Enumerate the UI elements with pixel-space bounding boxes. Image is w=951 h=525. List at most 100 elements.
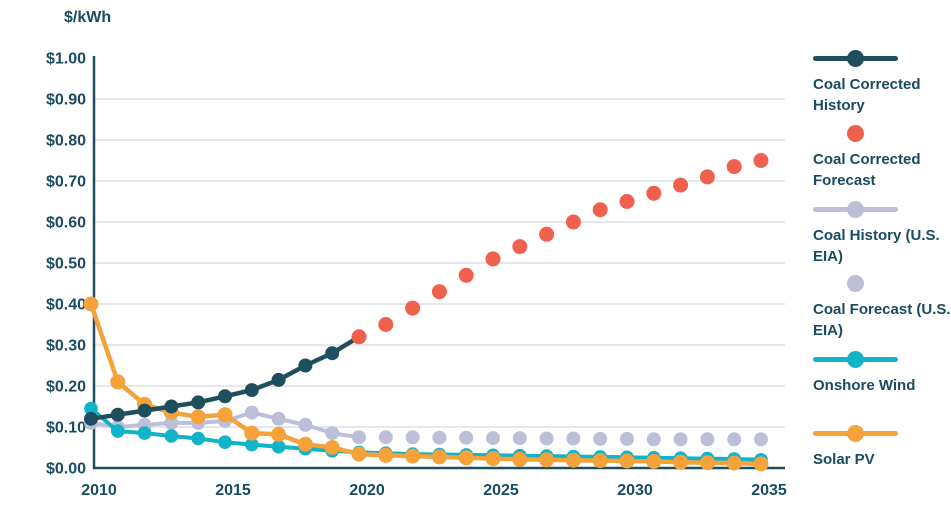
chart-legend: Coal Corrected History Coal Corrected For… (813, 0, 951, 525)
y-tick-label: $0.70 (46, 174, 86, 191)
data-point-coal-forecast-u-s-eia (378, 430, 393, 445)
x-axis-tick-labels: 2010 2015 2020 2025 2030 2035 (81, 482, 787, 499)
y-tick-label: $0.60 (46, 215, 86, 232)
series-coal-corrected-forecast (351, 153, 769, 345)
data-point-solar-pv (753, 456, 769, 472)
data-point-coal-forecast-u-s-eia (566, 431, 581, 446)
legend-dot-marker-icon (813, 125, 898, 142)
data-point-solar-pv (217, 407, 233, 423)
y-axis-unit-label: $/kWh (64, 9, 112, 26)
y-tick-label: $0.40 (46, 297, 86, 314)
legend-line-marker-icon (813, 201, 898, 218)
data-point-coal-corrected-history (271, 372, 286, 387)
data-point-solar-pv (431, 449, 447, 465)
legend-item-coal-corrected-history: Coal Corrected History (813, 50, 951, 116)
data-point-coal-forecast-u-s-eia (727, 432, 742, 447)
legend-line-marker-icon (813, 425, 898, 442)
x-tick-label: 2035 (751, 482, 787, 499)
data-point-coal-forecast-u-s-eia (486, 431, 500, 446)
legend-label: Solar PV (813, 451, 875, 468)
data-point-coal-corrected-history (110, 407, 125, 422)
y-tick-label: $0.80 (46, 133, 86, 150)
data-point-coal-forecast-u-s-eia (673, 432, 688, 447)
data-point-coal-corrected-forecast (539, 226, 555, 242)
data-point-coal-forecast-u-s-eia (405, 430, 420, 445)
data-point-solar-pv (726, 455, 742, 471)
data-point-coal-corrected-forecast (351, 329, 367, 345)
data-point-coal-history-u-s-eia (271, 411, 286, 426)
data-point-solar-pv (378, 447, 394, 463)
data-point-solar-pv (539, 452, 555, 468)
axes (92, 56, 785, 470)
data-point-solar-pv (271, 426, 287, 442)
y-tick-label: $1.00 (46, 51, 86, 68)
data-point-coal-history-u-s-eia (298, 417, 313, 432)
y-tick-label: $0.90 (46, 92, 86, 109)
data-point-coal-forecast-u-s-eia (512, 431, 527, 446)
legend-line-marker-icon (813, 351, 898, 368)
gridlines (94, 98, 785, 428)
data-point-coal-forecast-u-s-eia (459, 430, 474, 445)
data-point-coal-forecast-u-s-eia (593, 431, 608, 446)
x-tick-label: 2025 (483, 482, 519, 499)
data-point-coal-corrected-forecast (673, 177, 689, 193)
data-point-solar-pv (646, 453, 662, 469)
data-point-onshore-wind (191, 431, 205, 446)
data-point-coal-corrected-forecast (592, 202, 608, 218)
data-point-onshore-wind (218, 435, 232, 450)
legend-item-onshore-wind: Onshore Wind (813, 351, 951, 396)
data-point-solar-pv (297, 436, 313, 452)
y-tick-label: $0.20 (46, 379, 86, 396)
data-point-coal-corrected-forecast (378, 317, 394, 332)
legend-item-coal-history-u-s-eia: Coal History (U.S. EIA) (813, 201, 951, 267)
legend-marker-dot (847, 425, 864, 442)
y-tick-label: $0.00 (46, 461, 86, 478)
data-point-solar-pv (110, 374, 126, 390)
y-tick-label: $0.50 (46, 256, 86, 273)
y-tick-label: $0.10 (46, 420, 86, 437)
x-tick-label: 2030 (617, 482, 653, 499)
data-point-onshore-wind (164, 429, 179, 443)
data-point-coal-corrected-history (244, 383, 259, 398)
legend-label: Coal Forecast (U.S. EIA) (813, 301, 951, 339)
series-solar-pv (83, 296, 769, 472)
legend-marker-dot (847, 201, 864, 218)
data-point-coal-forecast-u-s-eia (432, 430, 447, 445)
data-point-coal-corrected-history (298, 358, 313, 373)
series-coal-corrected-history (84, 334, 362, 426)
data-point-coal-corrected-forecast (619, 194, 635, 209)
data-point-coal-forecast-u-s-eia (620, 431, 634, 446)
data-point-coal-corrected-forecast (699, 169, 715, 185)
data-point-coal-corrected-forecast (753, 153, 769, 168)
data-point-solar-pv (485, 451, 501, 467)
y-axis-tick-labels: $1.00 $0.90 $0.80 $0.70 $0.60 $0.50 $0.40 $0.30… (46, 51, 86, 478)
data-point-coal-corrected-history (164, 399, 179, 414)
legend-label: Coal Corrected Forecast (813, 151, 921, 189)
x-tick-label: 2015 (215, 482, 251, 499)
legend-item-coal-corrected-forecast: Coal Corrected Forecast (813, 125, 951, 191)
data-point-coal-corrected-forecast (405, 300, 421, 316)
data-point-coal-corrected-forecast (726, 159, 742, 175)
data-point-coal-corrected-forecast (646, 185, 662, 201)
x-tick-label: 2020 (349, 482, 385, 499)
data-point-solar-pv (592, 453, 608, 469)
data-point-coal-corrected-history (137, 403, 152, 418)
legend-item-solar-pv: Solar PV (813, 425, 951, 470)
data-point-onshore-wind (137, 426, 152, 440)
data-point-coal-corrected-forecast (485, 251, 501, 267)
legend-marker-dot (847, 351, 864, 368)
data-point-coal-corrected-history (84, 411, 98, 426)
data-point-solar-pv (565, 452, 581, 468)
data-point-solar-pv (699, 455, 715, 471)
data-point-onshore-wind (271, 439, 286, 454)
data-point-solar-pv (619, 453, 635, 469)
legend-marker-dot (847, 125, 864, 142)
data-point-coal-corrected-history (325, 346, 340, 361)
data-point-solar-pv (83, 296, 99, 312)
data-point-coal-history-u-s-eia (325, 426, 340, 441)
data-point-solar-pv (351, 446, 367, 462)
data-point-solar-pv (405, 448, 421, 464)
data-point-solar-pv (190, 409, 206, 425)
data-point-coal-corrected-history (218, 389, 232, 404)
